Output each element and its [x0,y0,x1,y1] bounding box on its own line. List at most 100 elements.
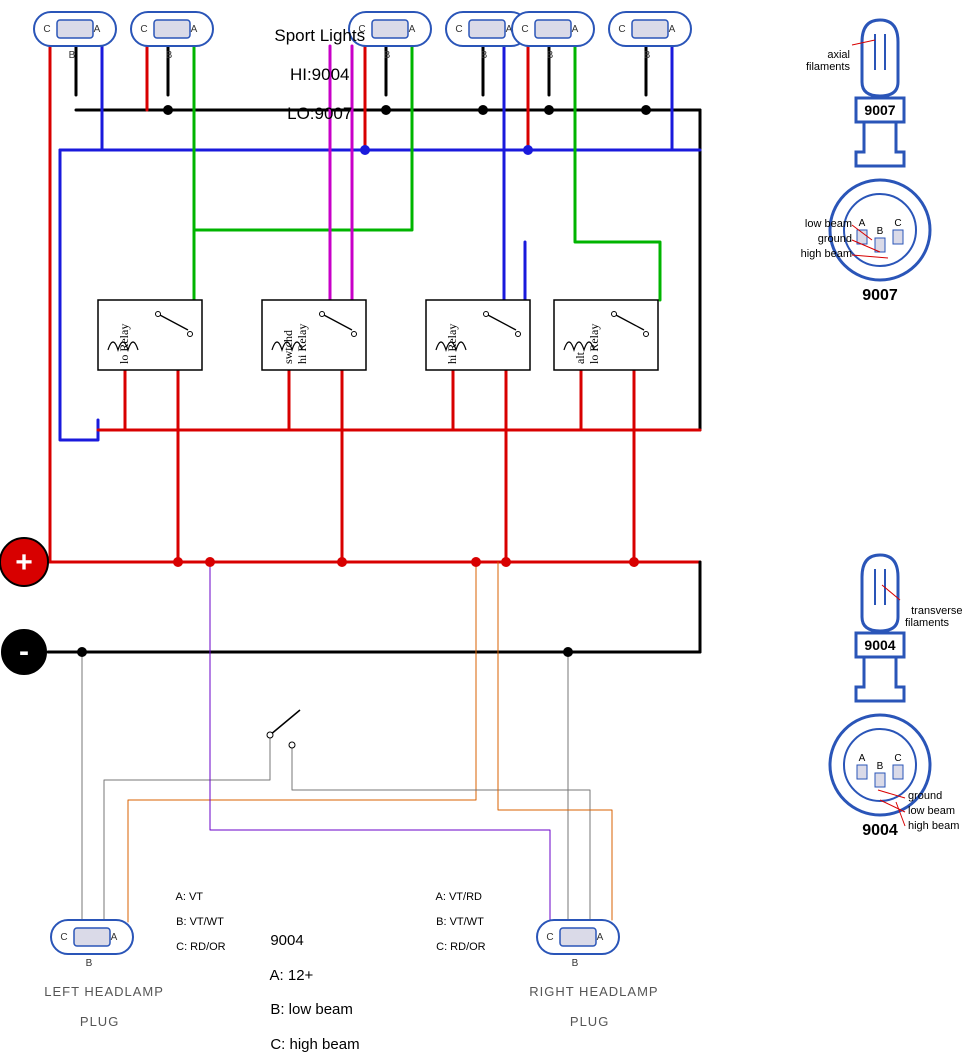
pin-letter: B [572,958,579,969]
junction-dot [360,145,370,155]
junction-dot [77,647,87,657]
ll2: C: RD/OR [176,941,226,953]
left-plug-caption: LEFT HEADLAMP PLUG [35,970,155,1030]
relay-3: altlo Relay [554,300,658,370]
pin-letter: B [166,50,173,61]
bulb-9004-code-top: 9004 [864,637,895,653]
junction-dot [478,105,488,115]
left-legend: A: VT B: VT/WT C: RD/OR [170,878,226,954]
relay-1: swtchdhi Relay [262,300,366,370]
wire [24,46,50,562]
relay-0: lo Relay [98,300,202,370]
9004-highbeam-label: high beam [908,820,959,833]
pin-letter: C [455,24,462,35]
wiring-diagram: { "canvas": { "w": 975, "h": 1024, "bg":… [0,0,975,1024]
relay-label: swtchd [281,330,295,364]
9004-ground-label: ground [908,790,942,803]
right-headlamp-plug: C B A [537,920,619,969]
relay-label: hi Relay [445,324,459,364]
switch-node [289,742,295,748]
top-plug-5: C B A [609,12,691,61]
junction-dot [501,557,511,567]
lp-cap1: LEFT HEADLAMP [44,984,164,999]
transverse-filaments-label: transverse filaments [905,592,975,630]
center-legend: 9004 A: 12+ B: low beam C: high beam [262,915,360,1053]
cl2: C: high beam [270,1036,359,1053]
wire [638,110,700,430]
bulb-9004-pin-C: C [894,753,901,764]
wire [498,562,612,920]
cl-title: 9004 [270,932,303,949]
junction-dot [641,105,651,115]
pin-letter: A [111,932,118,943]
bulb-9004-pin-B: B [877,761,884,772]
ll1: B: VT/WT [176,916,224,928]
top-plug-0: CBA [34,12,116,61]
junction-dot [563,647,573,657]
pin-letter: A [191,24,198,35]
relay-2: hi Relay [426,300,530,370]
junction-dot [523,145,533,155]
pin-letter: B [69,50,76,61]
junction-dot [337,557,347,567]
9007-lowbeam-label: low beam [792,218,852,231]
title-l3: LO:9007 [287,104,352,123]
bulb-9007-pin-B: B [877,226,884,237]
pin-letter: B [86,958,93,969]
junction-dot [163,105,173,115]
pin-letter: C [546,932,553,943]
minus-symbol: - [19,635,29,668]
junction-dot [629,557,639,567]
wire [210,562,550,920]
bulb-9007-pin-C: C [894,218,901,229]
9007-highbeam-label: high beam [792,248,852,261]
rl1: B: VT/WT [436,916,484,928]
pin-letter: B [481,50,488,61]
cl1: B: low beam [270,1001,353,1018]
title-l1: Sport Lights [274,26,365,45]
bulb-9007-code-top: 9007 [864,102,895,118]
cl0: A: 12+ [270,967,314,984]
wire [128,562,476,922]
pin-letter: C [521,24,528,35]
rl0: A: VT/RD [436,891,482,903]
axial-filaments-label: axial filaments [790,36,850,74]
title-l2: HI:9004 [290,65,350,84]
bulb-9004-pin-A: A [859,753,866,764]
pin-letter: C [60,932,67,943]
rp-cap1: RIGHT HEADLAMP [529,984,658,999]
rp-cap2: PLUG [570,1014,609,1029]
pin-letter: B [644,50,651,61]
pin-letter: A [597,932,604,943]
relay-label: alt [573,351,587,364]
pin-letter: C [618,24,625,35]
rl2: C: RD/OR [436,941,486,953]
tf: transverse filaments [905,605,962,630]
9007-ground-label: ground [792,233,852,246]
relay-label-2: hi Relay [295,324,309,364]
junction-dot [544,105,554,115]
top-plug-1: C B A [131,12,213,61]
lp-cap2: PLUG [80,1014,119,1029]
junction-dot [471,557,481,567]
af: axial filaments [806,49,850,74]
bulb-9007-code-bottom: 9007 [862,287,898,304]
right-plug-caption: RIGHT HEADLAMP PLUG [520,970,650,1030]
9004-lowbeam-label: low beam [908,805,955,818]
top-plug-4: CBA [512,12,594,61]
junction-dot [173,557,183,567]
relay-label: lo Relay [117,324,131,364]
pin-letter: C [140,24,147,35]
diagram-title: Sport Lights HI:9004 LO:9007 [235,6,395,123]
pin-letter: A [409,24,416,35]
bulb-9007-pin-A: A [859,218,866,229]
switch-node [267,732,273,738]
switch-lever [270,710,300,735]
diagram-svg: CBACBACBACBACBACBACBACBAlo Relayswtchdhi… [0,0,975,1024]
plus-symbol: + [15,546,33,579]
pin-letter: A [94,24,101,35]
left-headlamp-plug: C B A [51,920,133,969]
pin-letter: A [669,24,676,35]
bulb-9004-code-bottom: 9004 [862,822,898,839]
pin-letter: B [547,50,554,61]
